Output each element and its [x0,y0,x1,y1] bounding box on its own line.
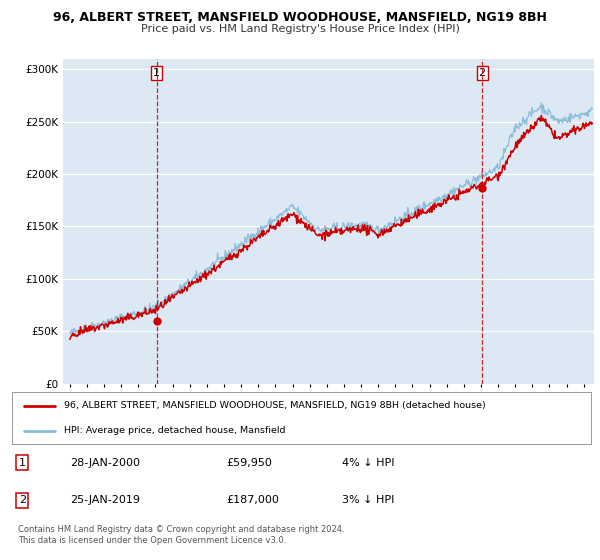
Text: 28-JAN-2000: 28-JAN-2000 [70,458,140,468]
Text: 25-JAN-2019: 25-JAN-2019 [70,496,140,506]
Text: 1: 1 [153,68,160,78]
Text: Contains HM Land Registry data © Crown copyright and database right 2024.
This d: Contains HM Land Registry data © Crown c… [18,525,344,545]
Text: HPI: Average price, detached house, Mansfield: HPI: Average price, detached house, Mans… [64,426,286,435]
Text: £187,000: £187,000 [226,496,279,506]
Text: 96, ALBERT STREET, MANSFIELD WOODHOUSE, MANSFIELD, NG19 8BH: 96, ALBERT STREET, MANSFIELD WOODHOUSE, … [53,11,547,24]
Text: 2: 2 [479,68,486,78]
Text: 2: 2 [19,496,26,506]
Text: 1: 1 [19,458,26,468]
Text: £59,950: £59,950 [226,458,272,468]
Text: 4% ↓ HPI: 4% ↓ HPI [342,458,395,468]
Text: 3% ↓ HPI: 3% ↓ HPI [342,496,394,506]
Text: 96, ALBERT STREET, MANSFIELD WOODHOUSE, MANSFIELD, NG19 8BH (detached house): 96, ALBERT STREET, MANSFIELD WOODHOUSE, … [64,402,486,410]
Text: Price paid vs. HM Land Registry's House Price Index (HPI): Price paid vs. HM Land Registry's House … [140,24,460,34]
